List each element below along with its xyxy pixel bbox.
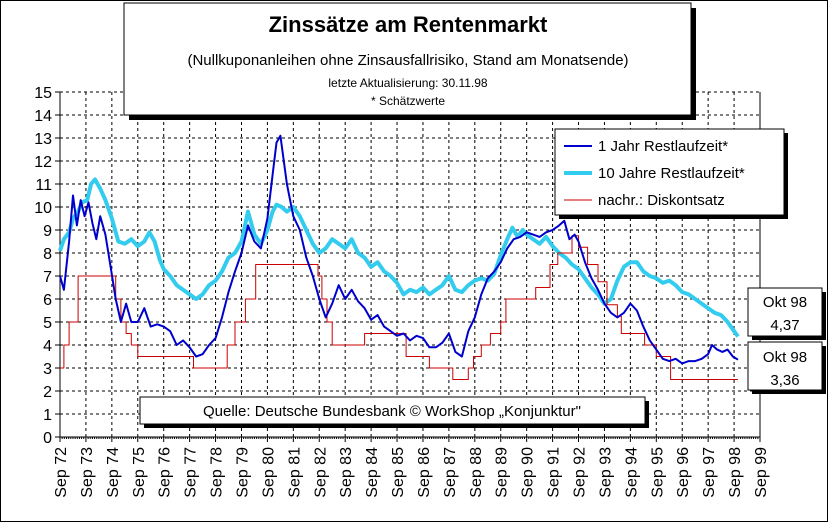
x-tick-label: Sep 89 [494, 447, 511, 498]
source-box: Quelle: Deutsche Bundesbank © WorkShop „… [139, 396, 649, 428]
x-tick-label: Sep 72 [53, 447, 70, 498]
y-tick-label: 3 [43, 361, 52, 378]
x-tick-label: Sep 79 [234, 447, 251, 498]
end-label-10y-month: Okt 98 [763, 294, 807, 311]
y-tick-label: 1 [43, 407, 52, 424]
title-box: Zinssätze am Rentenmarkt (Nullkuponanlei… [123, 2, 696, 120]
x-tick-label: Sep 73 [79, 447, 96, 498]
end-label-1y: Okt 98 3,36 [747, 341, 826, 394]
x-tick-label: Sep 92 [572, 447, 589, 498]
estimate-note: * Schätzwerte [371, 94, 445, 108]
x-tick-label: Sep 93 [597, 447, 614, 498]
legend-label-1y: 1 Jahr Restlaufzeit* [598, 138, 728, 155]
y-tick-label: 10 [34, 200, 52, 217]
series [58, 134, 740, 380]
x-tick-label: Sep 83 [338, 447, 355, 498]
x-tick-label: Sep 82 [312, 447, 329, 498]
x-tick-label: Sep 90 [520, 447, 537, 498]
x-tick-label: Sep 75 [131, 447, 148, 498]
end-label-1y-month: Okt 98 [763, 349, 807, 366]
x-tick-label: Sep 74 [105, 447, 122, 498]
y-tick-label: 15 [34, 85, 52, 102]
end-label-10y: Okt 98 4,37 [747, 287, 826, 340]
source-text: Quelle: Deutsche Bundesbank © WorkShop „… [203, 403, 581, 420]
chart-title: Zinssätze am Rentenmarkt [269, 12, 548, 37]
y-tick-label: 4 [43, 338, 52, 355]
x-tick-label: Sep 77 [183, 447, 200, 498]
end-label-1y-value: 3,36 [770, 372, 799, 389]
y-tick-label: 13 [34, 131, 52, 148]
x-tick-label: Sep 76 [157, 447, 174, 498]
y-tick-label: 6 [43, 292, 52, 309]
x-tick-label: Sep 96 [675, 447, 692, 498]
series-line-10y [58, 177, 740, 338]
x-tick-label: Sep 78 [209, 447, 226, 498]
x-tick-label: Sep 86 [416, 447, 433, 498]
x-tick-label: Sep 94 [623, 447, 640, 498]
y-tick-label: 11 [35, 177, 52, 194]
y-tick-label: 12 [34, 154, 52, 171]
y-tick-label: 5 [43, 315, 52, 332]
x-tick-label: Sep 99 [753, 447, 770, 498]
x-tick-label: Sep 87 [442, 447, 459, 498]
series-line-1y [59, 134, 739, 365]
x-tick-label: Sep 81 [286, 447, 303, 498]
y-tick-label: 0 [43, 430, 52, 447]
x-tick-label: Sep 95 [649, 447, 666, 498]
y-tick-label: 9 [43, 223, 52, 240]
x-tick-label: Sep 84 [364, 447, 381, 498]
x-tick-label: Sep 91 [546, 447, 563, 498]
x-tick-label: Sep 98 [727, 447, 744, 498]
legend-label-10y: 10 Jahre Restlaufzeit* [598, 165, 745, 182]
end-label-10y-value: 4,37 [770, 317, 799, 334]
x-tick-label: Sep 85 [390, 447, 407, 498]
x-tick-label: Sep 80 [260, 447, 277, 498]
y-tick-label: 2 [43, 384, 52, 401]
y-tick-label: 8 [43, 246, 52, 263]
x-tick-label: Sep 88 [468, 447, 485, 498]
series-line-discount [60, 235, 738, 380]
y-tick-label: 14 [34, 108, 52, 125]
legend: 1 Jahr Restlaufzeit* 10 Jahre Restlaufze… [554, 128, 788, 219]
legend-label-discount: nachr.: Diskontsatz [598, 192, 725, 209]
y-tick-label: 7 [43, 269, 52, 286]
x-tick-label: Sep 97 [701, 447, 718, 498]
update-note: letzte Aktualisierung: 30.11.98 [328, 76, 488, 90]
chart-subtitle: (Nullkuponanleihen ohne Zinsausfallrisik… [187, 52, 628, 69]
